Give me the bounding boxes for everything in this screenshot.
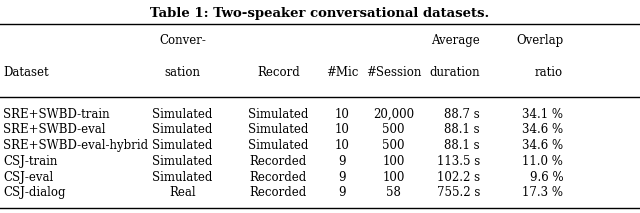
Text: Real: Real	[169, 186, 196, 199]
Text: CSJ-dialog: CSJ-dialog	[3, 186, 66, 199]
Text: sation: sation	[164, 66, 200, 79]
Text: #Session: #Session	[366, 66, 421, 79]
Text: Conver-: Conver-	[159, 34, 206, 47]
Text: Record: Record	[257, 66, 300, 79]
Text: Simulated: Simulated	[152, 155, 212, 168]
Text: Dataset: Dataset	[3, 66, 49, 79]
Text: 20,000: 20,000	[373, 108, 414, 121]
Text: 17.3 %: 17.3 %	[522, 186, 563, 199]
Text: Simulated: Simulated	[248, 108, 308, 121]
Text: Simulated: Simulated	[248, 123, 308, 136]
Text: 34.6 %: 34.6 %	[522, 123, 563, 136]
Text: Average: Average	[431, 34, 480, 47]
Text: 755.2 s: 755.2 s	[436, 186, 480, 199]
Text: 9: 9	[339, 171, 346, 184]
Text: Overlap: Overlap	[516, 34, 563, 47]
Text: Table 1: Two-speaker conversational datasets.: Table 1: Two-speaker conversational data…	[150, 7, 490, 20]
Text: 500: 500	[382, 139, 405, 152]
Text: 113.5 s: 113.5 s	[436, 155, 480, 168]
Text: 58: 58	[386, 186, 401, 199]
Text: Simulated: Simulated	[248, 139, 308, 152]
Text: Simulated: Simulated	[152, 123, 212, 136]
Text: Recorded: Recorded	[250, 186, 307, 199]
Text: 500: 500	[382, 123, 405, 136]
Text: duration: duration	[429, 66, 480, 79]
Text: 9: 9	[339, 155, 346, 168]
Text: 10: 10	[335, 139, 350, 152]
Text: 88.1 s: 88.1 s	[444, 123, 480, 136]
Text: 88.1 s: 88.1 s	[444, 139, 480, 152]
Text: 11.0 %: 11.0 %	[522, 155, 563, 168]
Text: 10: 10	[335, 123, 350, 136]
Text: 100: 100	[383, 155, 404, 168]
Text: 102.2 s: 102.2 s	[437, 171, 480, 184]
Text: Simulated: Simulated	[152, 108, 212, 121]
Text: Recorded: Recorded	[250, 155, 307, 168]
Text: Simulated: Simulated	[152, 139, 212, 152]
Text: 34.6 %: 34.6 %	[522, 139, 563, 152]
Text: SRE+SWBD-eval-hybrid: SRE+SWBD-eval-hybrid	[3, 139, 148, 152]
Text: #Mic: #Mic	[326, 66, 358, 79]
Text: Recorded: Recorded	[250, 171, 307, 184]
Text: ratio: ratio	[535, 66, 563, 79]
Text: SRE+SWBD-train: SRE+SWBD-train	[3, 108, 110, 121]
Text: 34.1 %: 34.1 %	[522, 108, 563, 121]
Text: 9: 9	[339, 186, 346, 199]
Text: 9.6 %: 9.6 %	[529, 171, 563, 184]
Text: SRE+SWBD-eval: SRE+SWBD-eval	[3, 123, 106, 136]
Text: 88.7 s: 88.7 s	[444, 108, 480, 121]
Text: Simulated: Simulated	[152, 171, 212, 184]
Text: 10: 10	[335, 108, 350, 121]
Text: 100: 100	[383, 171, 404, 184]
Text: CSJ-eval: CSJ-eval	[3, 171, 54, 184]
Text: CSJ-train: CSJ-train	[3, 155, 58, 168]
